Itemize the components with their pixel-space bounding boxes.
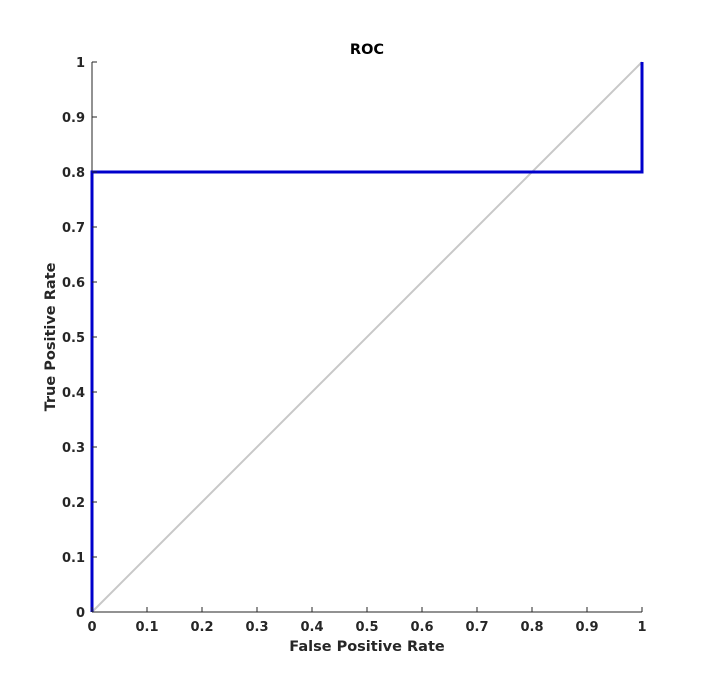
- y-tick-label: 0.7: [62, 221, 85, 236]
- x-tick-label: 0.2: [190, 620, 213, 635]
- y-tick-label: 0.2: [62, 496, 85, 511]
- x-tick-label: 0.9: [575, 620, 598, 635]
- y-axis-title: True Positive Rate: [43, 262, 59, 411]
- y-tick-label: 0: [76, 606, 85, 621]
- x-tick-label: 0.5: [355, 620, 378, 635]
- x-tick-label: 0: [87, 620, 96, 635]
- chart-title: ROC: [350, 42, 384, 58]
- x-tick-label: 0.6: [410, 620, 433, 635]
- y-tick-label: 0.6: [62, 276, 85, 291]
- chance-diagonal-line: [91, 61, 643, 613]
- x-tick-label: 0.3: [245, 620, 268, 635]
- y-tick-label: 0.8: [62, 166, 85, 181]
- y-tick-label: 0.1: [62, 551, 85, 566]
- x-tick-label: 0.4: [300, 620, 323, 635]
- tick-marks: 0 0.1 0.2 0.3 0.4 0.5 0.6 0.7 0.8 0.9 1 0 0.1 0.2 0.3 0…: [62, 56, 647, 635]
- plot-series: [90, 61, 644, 613]
- x-tick-label: 1: [637, 620, 646, 635]
- x-axis-title: False Positive Rate: [289, 639, 445, 655]
- y-tick-label: 0.3: [62, 441, 85, 456]
- x-tick-label: 0.7: [465, 620, 488, 635]
- y-tick-label: 1: [76, 56, 85, 71]
- y-tick-label: 0.9: [62, 111, 85, 126]
- y-tick-label: 0.5: [62, 331, 85, 346]
- x-tick-label: 0.1: [135, 620, 158, 635]
- y-tick-label: 0.4: [62, 386, 85, 401]
- x-tick-label: 0.8: [520, 620, 543, 635]
